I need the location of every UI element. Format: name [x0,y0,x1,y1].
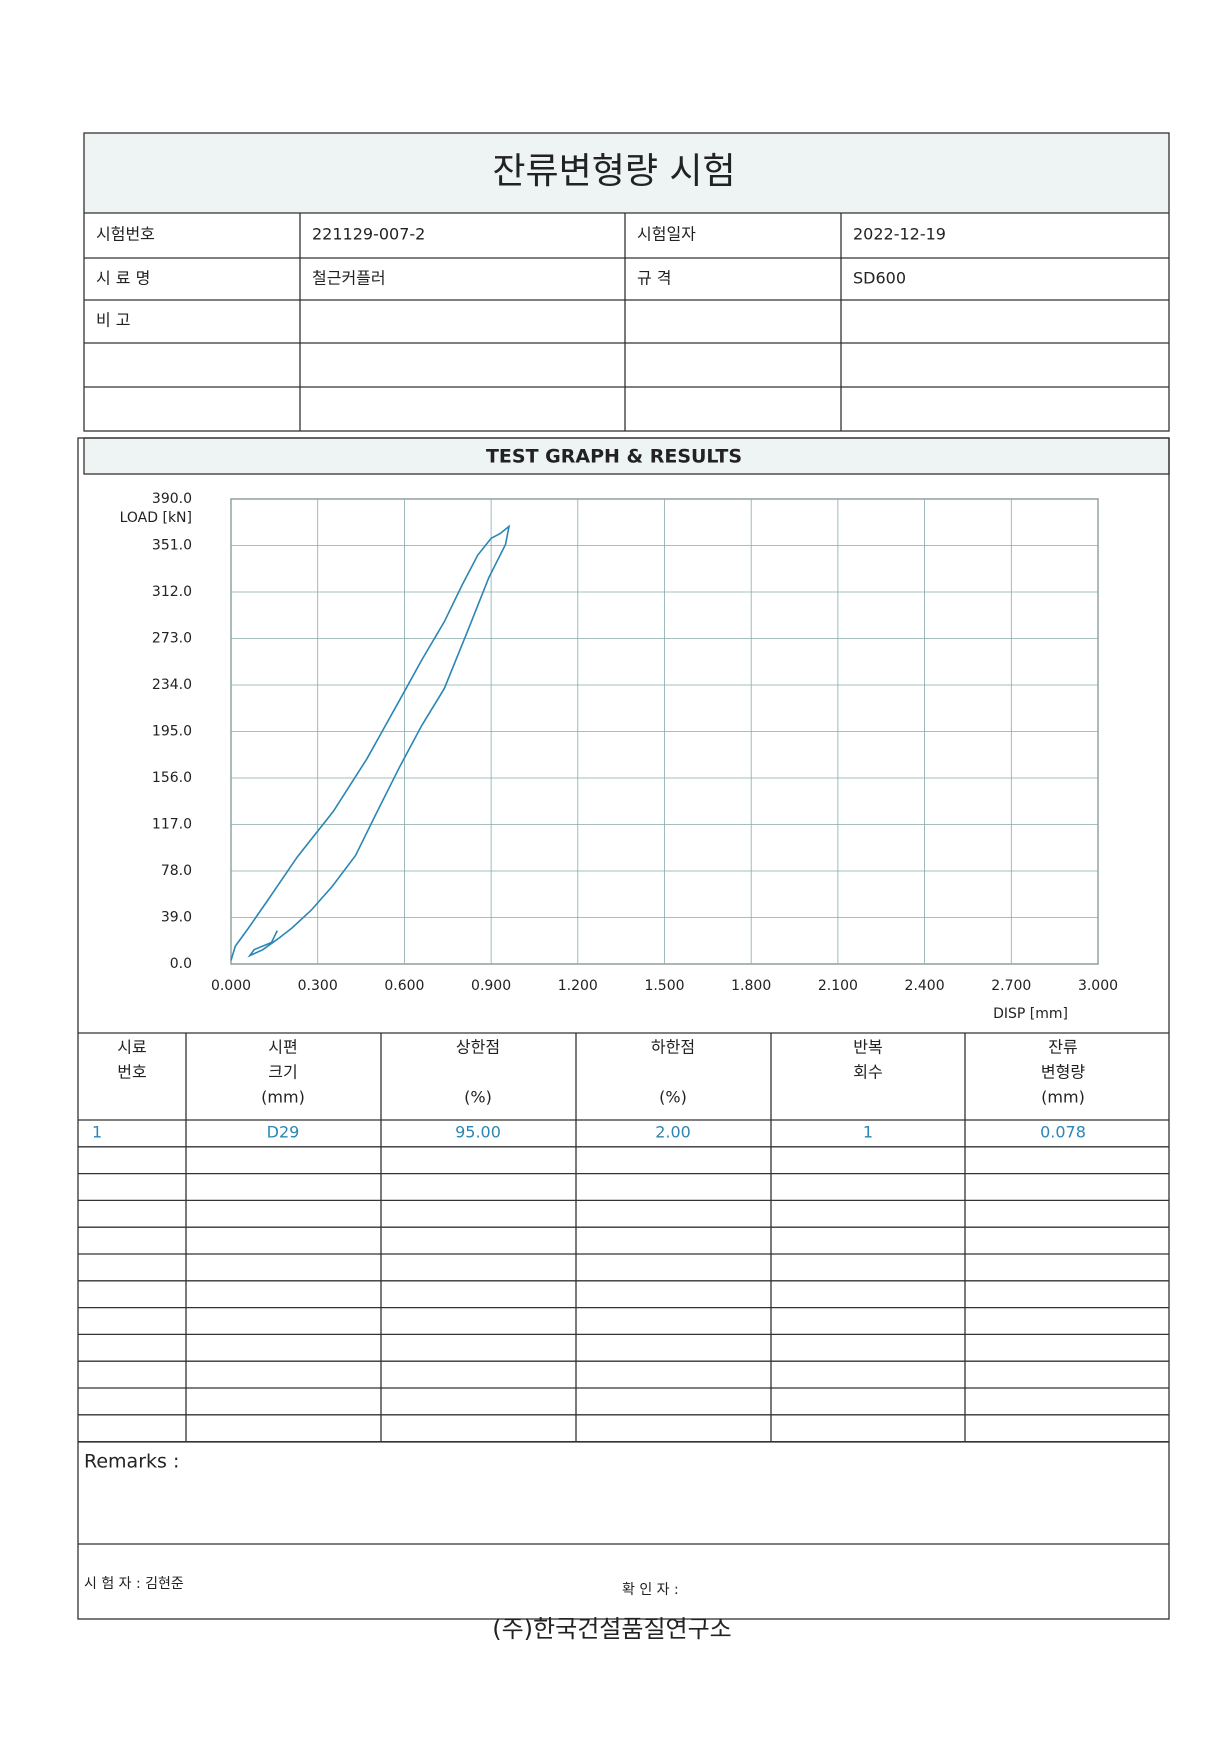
info-label: 시 료 명 [96,269,150,288]
column-header: (mm) [1041,1088,1085,1107]
column-header: 상한점 [456,1038,500,1057]
x-tick-label: 2.700 [991,978,1031,994]
y-tick-label: 351.0 [152,538,192,554]
column-header: 번호 [117,1063,146,1082]
title: 잔류변형량 시험 [492,151,735,192]
y-tick-label: 390.0 [152,491,192,507]
column-header: (%) [659,1088,687,1107]
approver: 확 인 자 : [622,1582,679,1598]
x-tick-label: 3.000 [1078,978,1118,994]
cell: 2.00 [655,1123,691,1142]
column-header: 하한점 [651,1038,695,1057]
x-tick-label: 0.300 [298,978,338,994]
column-header: (%) [464,1088,492,1107]
cell: 0.078 [1040,1123,1086,1142]
footer: (주)한국건설품질연구소 [492,1615,732,1643]
info-value: SD600 [853,269,906,288]
y-tick-label: 117.0 [152,817,192,833]
y-tick-label: 156.0 [152,770,192,786]
column-header: 회수 [853,1063,882,1082]
y-tick-label: 273.0 [152,631,192,647]
section-band [84,438,1169,474]
info-value: 2022-12-19 [853,225,946,244]
column-header: (mm) [261,1088,305,1107]
x-tick-label: 1.500 [644,978,684,994]
cell: 1 [863,1123,873,1142]
x-tick-label: 0.900 [471,978,511,994]
outer-box [77,437,1170,1620]
tester: 시 험 자 : 김현준 [84,1576,184,1592]
table-rows [78,1146,1169,1443]
cell: 1 [92,1123,102,1142]
cell: 95.00 [455,1123,501,1142]
column-header: 시편 [268,1038,297,1057]
x-tick-label: 0.000 [211,978,251,994]
info-label: 비 고 [96,311,131,330]
x-tick-label: 2.400 [905,978,945,994]
y-tick-label: 39.0 [161,910,192,926]
info-value: 221129-007-2 [312,225,425,244]
cell: D29 [267,1123,300,1142]
section-title: TEST GRAPH & RESULTS [486,446,742,468]
title-band [84,133,1169,213]
info-box [83,132,1170,432]
info-label: 시험일자 [637,225,696,244]
column-header: 변형량 [1041,1063,1085,1082]
x-tick-label: 0.600 [384,978,424,994]
y-tick-label: 78.0 [161,863,192,879]
x-tick-label: 1.800 [731,978,771,994]
info-label: 규 격 [637,269,672,288]
x-tick-label: 2.100 [818,978,858,994]
y-tick-label: 195.0 [152,724,192,740]
y-tick-label: 0.0 [170,956,192,972]
y-axis-label: LOAD [kN] [120,510,192,526]
remarks: Remarks : [84,1451,179,1473]
column-header: 반복 [853,1038,882,1057]
y-tick-label: 312.0 [152,584,192,600]
x-axis-label: DISP [mm] [993,1006,1068,1022]
column-header: 잔류 [1048,1038,1077,1057]
info-value: 철근커플러 [312,269,386,288]
load-curve [230,524,511,961]
x-tick-label: 1.200 [558,978,598,994]
y-tick-label: 234.0 [152,677,192,693]
column-header: 크기 [268,1063,297,1082]
column-header: 시료 [117,1038,146,1057]
rules [78,212,1169,1545]
info-label: 시험번호 [96,225,155,244]
